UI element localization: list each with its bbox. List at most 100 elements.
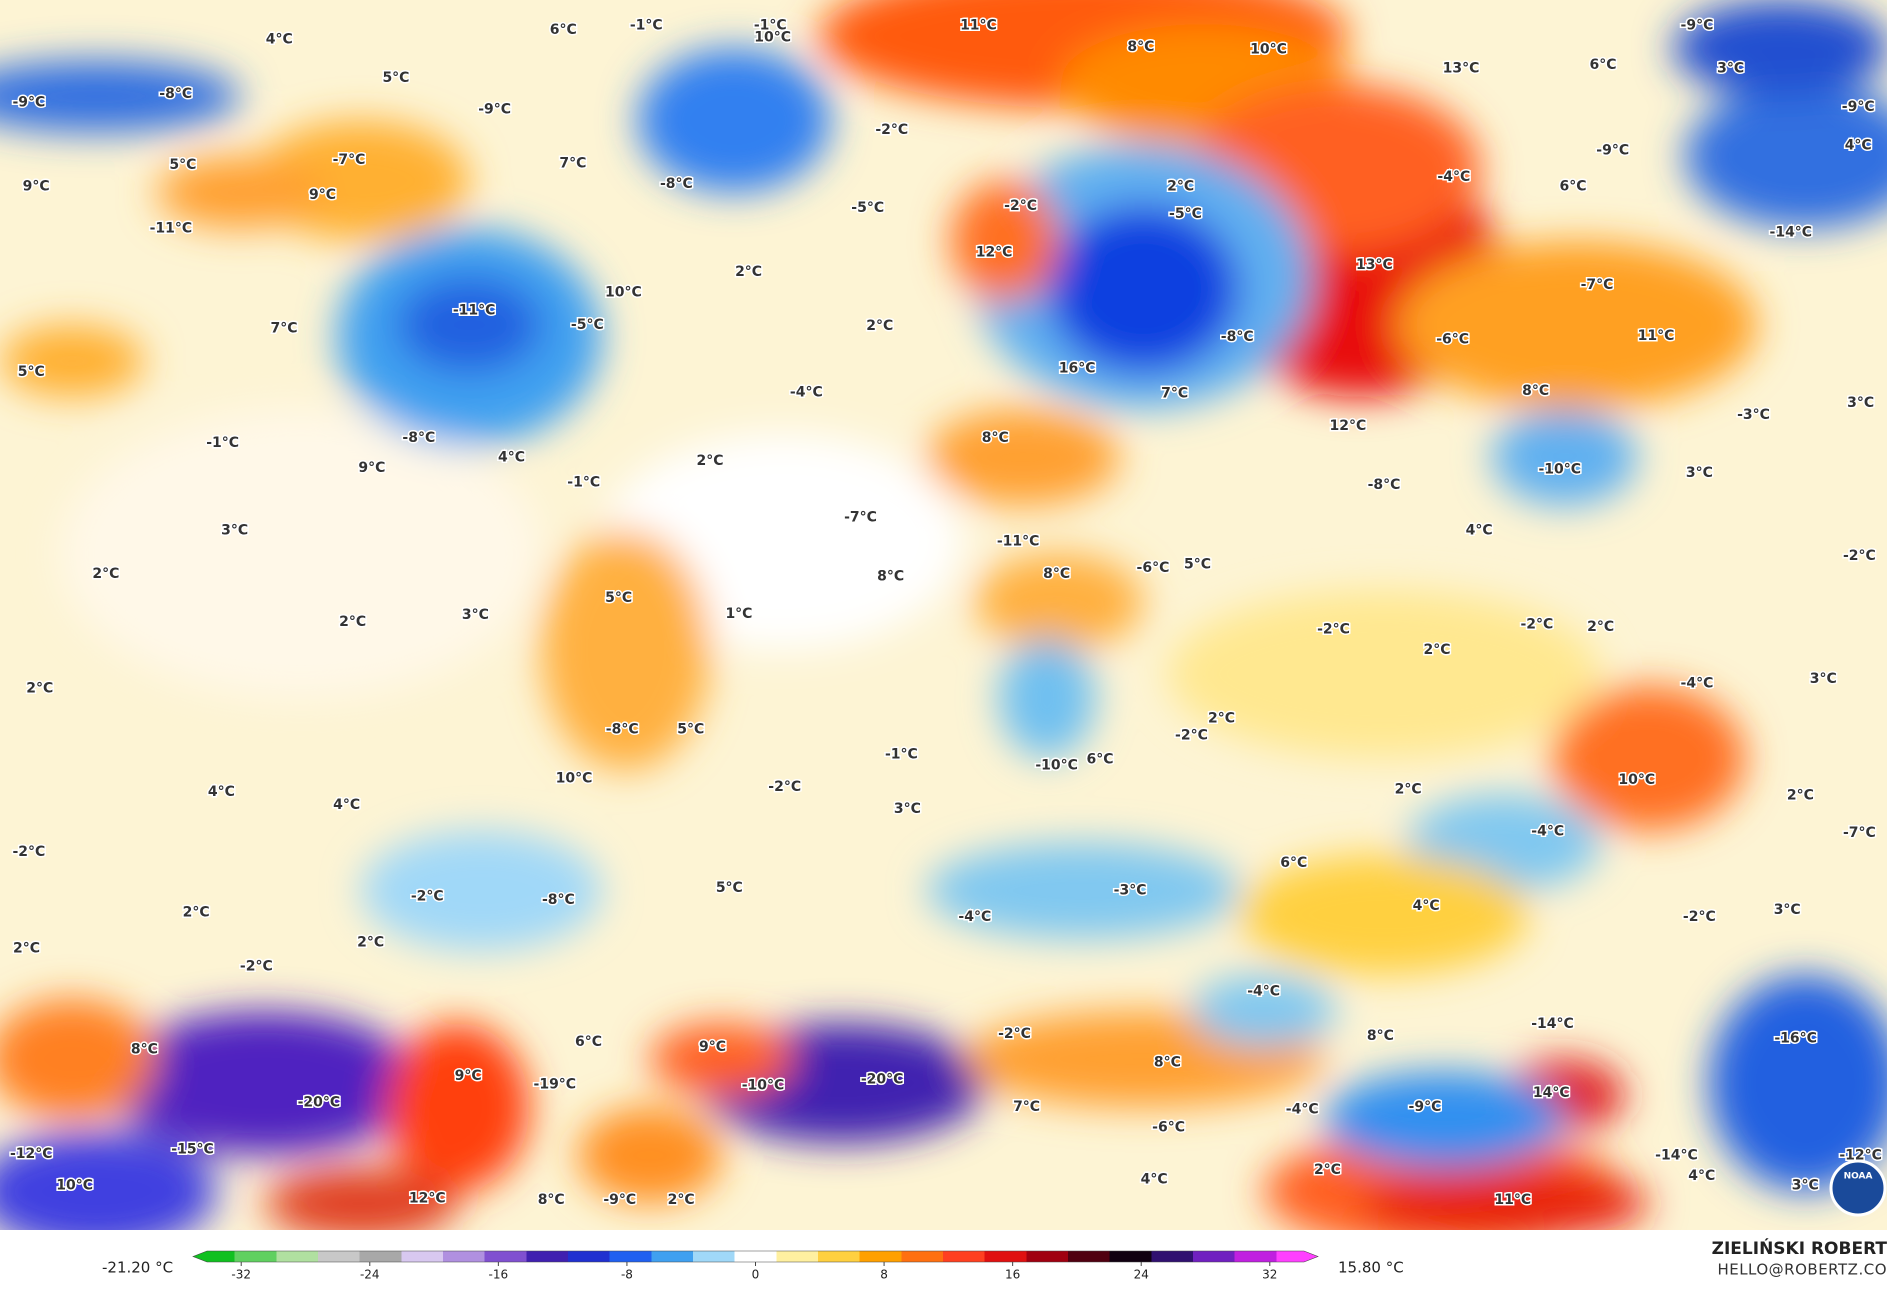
temperature-label: 9°C (455, 1068, 482, 1084)
temperature-label: 4°C (498, 449, 525, 465)
temperature-label: -9°C (1681, 17, 1714, 33)
noaa-logo: NOAA (1829, 1159, 1887, 1217)
temperature-label: 4°C (208, 784, 235, 800)
temperature-label: 4°C (1141, 1171, 1168, 1187)
logo-circle (1829, 1159, 1887, 1217)
temperature-label: -4°C (1286, 1102, 1319, 1118)
temperature-label: -3°C (1737, 407, 1770, 423)
temperature-label: 5°C (716, 880, 743, 896)
colorbar-tick-label: -16 (489, 1268, 509, 1282)
temperature-label: 3°C (1774, 902, 1801, 918)
temperature-label: 10°C (1618, 772, 1655, 788)
temperature-label: 4°C (1466, 523, 1493, 539)
colorbar-max: 15.80 °C (1338, 1259, 1404, 1277)
temperature-label: -8°C (402, 430, 435, 446)
temperature-label: -12°C (1839, 1147, 1882, 1163)
temperature-label: 3°C (1686, 465, 1713, 481)
temperature-label: 2°C (1314, 1162, 1341, 1178)
colorbar: -32 -24 -16 -8 0 8 16 24 32 (192, 1250, 1319, 1282)
temperature-label: -2°C (1175, 727, 1208, 743)
temperature-label: -5°C (1169, 206, 1202, 222)
temperature-label: -11°C (453, 303, 496, 319)
temperature-label: 7°C (1161, 386, 1188, 402)
temperature-label: 2°C (1423, 642, 1450, 658)
credit-name: ZIELIŃSKI ROBERT (1712, 1237, 1887, 1259)
temperature-label: -4°C (1437, 169, 1470, 185)
temperature-label: 2°C (92, 566, 119, 582)
temperature-label: -11°C (997, 534, 1040, 550)
temperature-label: 10°C (754, 29, 791, 45)
temperature-label: -1°C (206, 435, 239, 451)
temperature-label: 4°C (1845, 138, 1872, 154)
temperature-label: 8°C (1154, 1055, 1181, 1071)
temperature-label: -9°C (478, 102, 511, 118)
temperature-label: 11°C (1638, 328, 1675, 344)
temperature-label: -8°C (1368, 477, 1401, 493)
temperature-label: -2°C (240, 958, 273, 974)
colorbar-tick-label: -24 (360, 1268, 380, 1282)
temperature-label: -14°C (1770, 224, 1813, 240)
temperature-label: 4°C (1688, 1168, 1715, 1184)
credit-contact: HELLO@ROBERTZ.CO (1717, 1261, 1887, 1279)
temperature-label: -2°C (1004, 198, 1037, 214)
colorbar-tick-label: -8 (621, 1268, 633, 1282)
temperature-label: 8°C (1043, 566, 1070, 582)
temperature-label: 3°C (1792, 1177, 1819, 1193)
temperature-label: -2°C (998, 1026, 1031, 1042)
temperature-label: 3°C (1810, 671, 1837, 687)
temperature-label: -4°C (1681, 676, 1714, 692)
temperature-label: 5°C (18, 364, 45, 380)
temperature-label: -4°C (790, 384, 823, 400)
temperature-label: 6°C (1590, 57, 1617, 73)
temperature-label: -5°C (571, 317, 604, 333)
temperature-label: 11°C (1494, 1192, 1531, 1208)
temperature-label: -16°C (1774, 1031, 1817, 1047)
temperature-label: -1°C (754, 17, 787, 33)
temperature-label: 8°C (1522, 383, 1549, 399)
temperature-label: 8°C (131, 1041, 158, 1057)
temperature-label: -20°C (861, 1072, 904, 1088)
temperature-label: 6°C (1559, 179, 1586, 195)
temperature-label: -1°C (630, 17, 663, 33)
temperature-label: -2°C (1317, 621, 1350, 637)
temperature-label: -7°C (1581, 277, 1614, 293)
temperature-label: 3°C (1847, 395, 1874, 411)
temperature-label: -14°C (1655, 1147, 1698, 1163)
temperature-label: 13°C (1356, 257, 1393, 273)
temperature-label: 3°C (221, 523, 248, 539)
temperature-label: -8°C (606, 721, 639, 737)
temperature-label: -11°C (150, 221, 193, 237)
colorbar-body (192, 1250, 1319, 1263)
temperature-label: 2°C (13, 940, 40, 956)
temperature-label: 9°C (309, 187, 336, 203)
temperature-label: 14°C (1533, 1085, 1570, 1101)
temperature-label: 2°C (1787, 788, 1814, 804)
temperature-label: -2°C (875, 122, 908, 138)
temperature-label: -10°C (742, 1078, 785, 1094)
colorbar-tick-label: 32 (1262, 1268, 1277, 1282)
temperature-label: -20°C (298, 1094, 341, 1110)
temperature-label: 2°C (866, 318, 893, 334)
temperature-label: 4°C (1413, 898, 1440, 914)
temperature-label: 8°C (1127, 39, 1154, 55)
temperature-label: -2°C (768, 779, 801, 795)
temperature-label: -9°C (1409, 1099, 1442, 1115)
temperature-label: -2°C (411, 889, 444, 905)
temperature-label: 3°C (894, 801, 921, 817)
temperature-label: -6°C (1152, 1120, 1185, 1136)
temperature-label: 3°C (1717, 61, 1744, 77)
temperature-label: -2°C (1843, 548, 1876, 564)
temperature-label: 12°C (1330, 418, 1367, 434)
temperature-label: 2°C (26, 680, 53, 696)
temperature-label: -1°C (885, 747, 918, 763)
temperature-label: -9°C (603, 1192, 636, 1208)
colorbar-tick-label: -32 (231, 1268, 251, 1282)
temperature-label: 6°C (1086, 751, 1113, 767)
temperature-label: 5°C (169, 157, 196, 173)
temperature-label: 11°C (960, 17, 997, 33)
temperature-label: 8°C (982, 430, 1009, 446)
colorbar-tick-label: 8 (880, 1268, 888, 1282)
temperature-label: 9°C (699, 1039, 726, 1055)
